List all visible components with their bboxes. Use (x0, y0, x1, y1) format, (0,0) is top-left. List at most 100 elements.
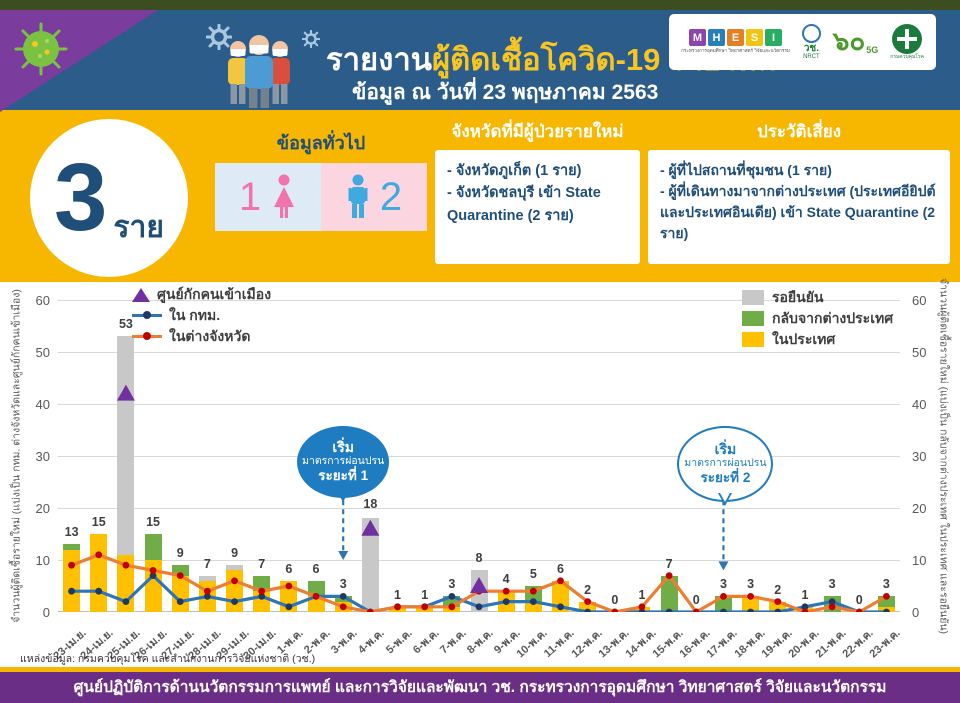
line-marker (68, 561, 75, 569)
annotation-balloon: เริ่ม มาตรการผ่อนปรน ระยะที่ 2 (677, 425, 774, 502)
bar-value-label: 0 (611, 593, 619, 607)
line-legend-dot (143, 311, 151, 320)
line-marker (176, 572, 184, 579)
line-marker (828, 598, 836, 605)
bar-segment (63, 544, 81, 550)
bar-segment (660, 575, 678, 612)
annotation-line: ระยะที่ 2 (700, 469, 751, 485)
line-marker (421, 603, 429, 611)
footer-bar: ศูนย์ปฏิบัติการด้านนวัตกรรมการแพทย์ และก… (0, 672, 960, 703)
line-marker (747, 593, 755, 600)
bar-value-label: 18 (363, 496, 378, 511)
line-legend-dot (143, 332, 151, 341)
bar-value-label: 3 (448, 577, 456, 592)
line-marker (692, 608, 700, 612)
line-marker (149, 572, 157, 579)
line-marker (720, 593, 727, 600)
plot-area: 0 0 10 10 20 20 30 30 40 40 50 50 60 60 13 15 53 15 9 7 9 7 6 6… (36, 293, 927, 620)
line-marker (68, 587, 75, 595)
new-cases-count: 3 (54, 144, 108, 251)
line-legend-icon (132, 311, 162, 320)
line-legend-icon (132, 332, 162, 341)
risk-title: ประวัติเสี่ยง (756, 122, 842, 141)
line-marker (95, 551, 103, 559)
bar-segment (144, 534, 162, 560)
legend-label: รอยืนยัน (772, 288, 824, 305)
bar-value-label: 0 (855, 593, 863, 607)
legend-lines: ศูนย์กักคนเข้าเมือง ใน กทม. ในต่างจังหวัด (132, 284, 271, 347)
line-marker (720, 608, 727, 612)
virus-icon (14, 22, 68, 76)
quarantine-triangle-marker (470, 577, 488, 593)
bar-value-label: 13 (64, 525, 79, 540)
gear-icon (302, 30, 320, 48)
line-marker (475, 603, 483, 611)
legend-item: ศูนย์กักคนเข้าเมือง (132, 284, 271, 305)
line-marker (366, 608, 374, 612)
line-marker (203, 593, 211, 600)
bar-value-label: 9 (176, 546, 184, 561)
annotation-balloon: เริ่ม มาตรการผ่อนปรน ระยะที่ 1 (297, 425, 390, 498)
box-legend-icon (742, 290, 764, 305)
box-legend-icon (742, 332, 764, 347)
bar-value-label: 8 (475, 551, 483, 566)
bar-segment (198, 575, 216, 581)
gridline (58, 508, 900, 509)
top-strip (0, 0, 960, 10)
bar-value-label: 4 (502, 572, 510, 587)
bar-segment (117, 336, 135, 555)
y-tick-label: 10 (35, 553, 50, 568)
y-tick-label: 50 (35, 345, 50, 360)
annotation-line: เริ่ม (332, 439, 354, 456)
line-marker (883, 608, 890, 612)
y-tick-label: 40 (912, 397, 927, 412)
line-marker (285, 603, 293, 611)
nrct-logo: วช. NRCT (801, 24, 821, 60)
risk-item: - ผู้ที่เดินทางมาจากต่างประเทศ (ประเทศอี… (660, 183, 936, 241)
male-count: 2 (379, 175, 403, 219)
line-marker (394, 603, 401, 611)
bar-segment (524, 601, 542, 612)
legend-label: ในต่างจังหวัด (169, 327, 251, 344)
gender-breakdown: 1 2 (215, 163, 427, 231)
bar-segment (307, 580, 325, 597)
bar-value-label: 5 (529, 567, 537, 581)
line-marker (231, 598, 238, 605)
bar-value-label: 53 (118, 317, 133, 332)
bar-value-label: 1 (801, 587, 809, 602)
bar-value-label: 7 (665, 556, 673, 571)
bar-segment (769, 601, 787, 612)
ddc-emblem-icon (892, 24, 923, 54)
legend-label: ศูนย์กักคนเข้าเมือง (157, 285, 272, 302)
nrct-sub-label: NRCT (803, 54, 820, 60)
line-marker (747, 608, 755, 612)
y-tick-label: 0 (42, 605, 50, 620)
bar-value-label: 1 (394, 587, 401, 602)
line-marker (801, 603, 809, 611)
y-tick-label: 40 (35, 397, 50, 412)
line-marker (339, 603, 347, 611)
bar-value-label: 3 (747, 577, 755, 592)
sixty-5g-logo: ๖๐ 5G (833, 29, 878, 55)
bar-value-label: 3 (828, 577, 836, 592)
bar-value-label: 1 (421, 587, 429, 602)
source-note: แหล่งข้อมูล: กรมควบคุมโรค และสำนักงานการ… (20, 653, 316, 665)
line-marker (557, 577, 564, 585)
legend-item: ในประเทศ (742, 329, 893, 350)
ddc-logo: กรมควบคุมโรค (890, 24, 924, 60)
mhesi-caption: กระทรวงการอุดมศึกษา วิทยาศาสตร์ วิจัยและ… (681, 48, 790, 53)
bar-value-label: 2 (584, 582, 592, 597)
y-tick-label: 60 (35, 293, 50, 308)
bar-value-label: 15 (91, 515, 106, 529)
triangle-legend-icon (132, 287, 150, 302)
box-legend-icon (742, 311, 764, 326)
line-marker (801, 608, 809, 612)
mhesi-letter-tile: S (746, 29, 764, 46)
bar-value-label: 3 (882, 577, 890, 592)
bar-value-label: 6 (312, 561, 320, 576)
line-marker (176, 598, 184, 605)
annotation-line: มาตรการผ่อนปรน (302, 455, 385, 467)
line-marker (855, 608, 863, 612)
